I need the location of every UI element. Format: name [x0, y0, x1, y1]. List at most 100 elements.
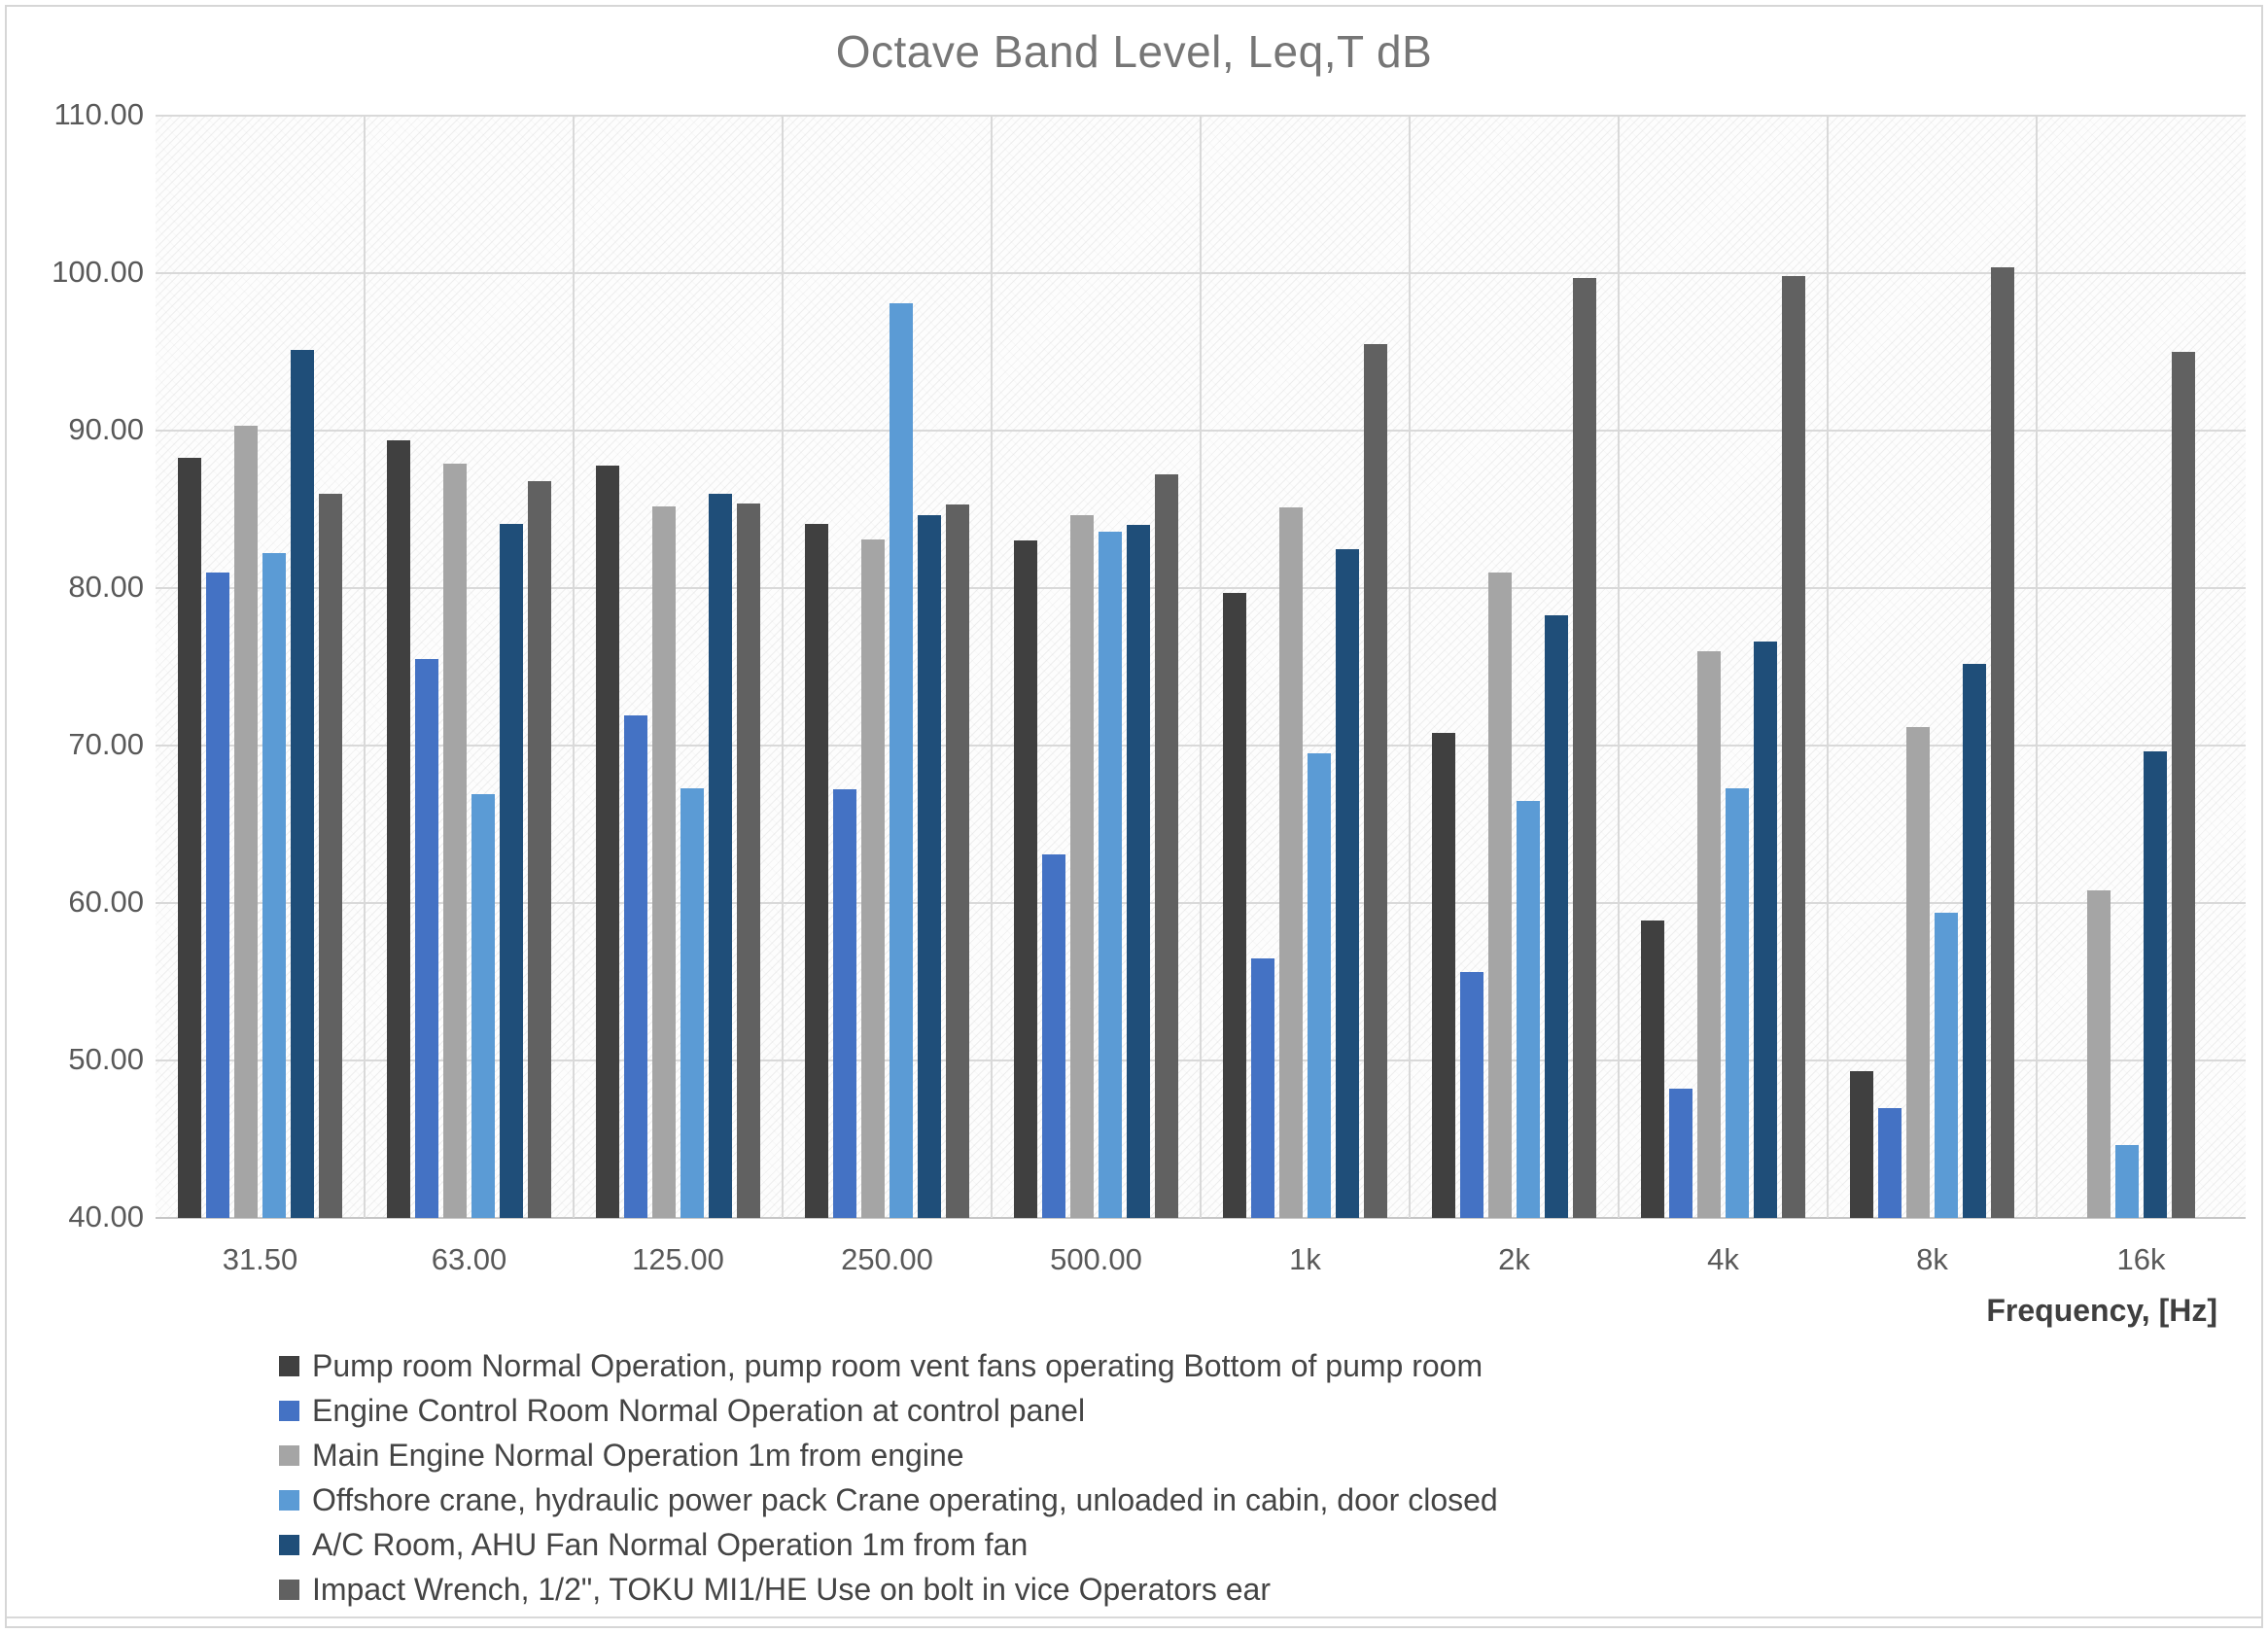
legend-label: Offshore crane, hydraulic power pack Cra…: [312, 1481, 1498, 1517]
legend-label: A/C Room, AHU Fan Normal Operation 1m fr…: [312, 1526, 1029, 1562]
gridline-x: [2036, 116, 2038, 1218]
bar-series3-16k: [2087, 890, 2111, 1218]
legend-swatch: [279, 1579, 299, 1600]
bar-series5-1k: [1336, 548, 1359, 1218]
x-axis-tick-label: 1k: [1289, 1242, 1321, 1276]
bar-series3-2k: [1488, 572, 1512, 1218]
bar-series1-2k: [1432, 733, 1455, 1218]
bar-series2-8k: [1878, 1107, 1902, 1218]
x-axis-tick-label: 63.00: [431, 1242, 507, 1276]
bar-series3-8k: [1906, 726, 1930, 1218]
x-axis-title: Frequency, [Hz]: [1986, 1293, 2217, 1328]
x-axis-tick-label: 31.50: [222, 1242, 298, 1276]
bar-series1-125.00: [596, 465, 619, 1218]
bar-series6-63.00: [528, 480, 551, 1218]
y-axis-tick-label: 60.00: [68, 885, 144, 919]
legend-label: Engine Control Room Normal Operation at …: [312, 1392, 1086, 1428]
bar-group-250.00: [783, 116, 992, 1218]
bar-series3-1k: [1279, 507, 1303, 1218]
bar-group-125.00: [574, 116, 783, 1218]
chart-title: Octave Band Level, Leq,T dB: [835, 26, 1433, 77]
bar-series3-63.00: [443, 464, 467, 1218]
bar-series4-250.00: [890, 302, 913, 1218]
bar-series6-125.00: [737, 503, 760, 1218]
bar-series4-500.00: [1099, 531, 1122, 1218]
legend-item-4: Offshore crane, hydraulic power pack Cra…: [279, 1480, 1498, 1519]
bar-series3-250.00: [861, 539, 885, 1218]
bar-series2-31.50: [206, 572, 229, 1218]
gridline-x: [364, 116, 366, 1218]
legend-swatch: [279, 1355, 299, 1376]
y-axis-tick-label: 90.00: [68, 412, 144, 446]
gridline-x: [1409, 116, 1411, 1218]
x-axis-tick-label: 500.00: [1050, 1242, 1142, 1276]
bar-series6-4k: [1782, 276, 1805, 1218]
legend-item-1: Pump room Normal Operation, pump room ve…: [279, 1346, 1483, 1385]
y-axis-tick-label: 50.00: [68, 1042, 144, 1076]
bar-series6-1k: [1364, 343, 1387, 1218]
gridline-y: [156, 1217, 2246, 1219]
bar-series5-500.00: [1127, 525, 1150, 1218]
bar-series4-4k: [1726, 787, 1749, 1218]
bar-group-2k: [1410, 116, 1619, 1218]
bar-series5-8k: [1963, 663, 1986, 1218]
bar-series1-63.00: [387, 439, 410, 1218]
bar-series6-2k: [1573, 277, 1596, 1218]
bar-series2-63.00: [415, 658, 438, 1218]
x-axis-tick-label: 8k: [1916, 1242, 1948, 1276]
bar-series2-125.00: [624, 715, 647, 1218]
bar-series4-16k: [2115, 1145, 2139, 1218]
legend-swatch: [279, 1534, 299, 1555]
bar-group-500.00: [992, 116, 1201, 1218]
bar-series5-2k: [1545, 614, 1568, 1218]
legend-swatch: [279, 1400, 299, 1421]
gridline-x: [1827, 116, 1829, 1218]
bar-series5-4k: [1754, 642, 1777, 1218]
y-axis-tick-label: 110.00: [53, 97, 144, 131]
bar-series1-8k: [1850, 1071, 1873, 1218]
bar-series2-250.00: [833, 789, 856, 1218]
bar-series4-63.00: [471, 794, 495, 1218]
legend-item-3: Main Engine Normal Operation 1m from eng…: [279, 1436, 964, 1475]
bar-series1-1k: [1223, 592, 1246, 1218]
bar-series4-8k: [1935, 912, 1958, 1218]
bar-series2-1k: [1251, 957, 1274, 1218]
legend-item-6: Impact Wrench, 1/2", TOKU MI1/HE Use on …: [279, 1570, 1271, 1609]
gridline-x: [991, 116, 993, 1218]
bar-series6-8k: [1991, 266, 2014, 1218]
bar-series3-4k: [1697, 650, 1721, 1218]
legend-label: Pump room Normal Operation, pump room ve…: [312, 1347, 1483, 1383]
bar-series1-31.50: [178, 457, 201, 1218]
bar-series4-1k: [1308, 753, 1331, 1218]
chart-bottom-divider: [7, 1616, 2261, 1618]
bar-series1-250.00: [805, 523, 828, 1218]
bar-group-31.50: [156, 116, 365, 1218]
x-axis-tick-label: 16k: [2116, 1242, 2166, 1276]
bar-series3-500.00: [1070, 515, 1094, 1218]
bar-series1-500.00: [1014, 540, 1037, 1218]
bar-series6-31.50: [319, 493, 342, 1218]
y-axis-tick-label: 80.00: [68, 570, 144, 604]
bar-series3-31.50: [234, 426, 258, 1218]
gridline-x: [1618, 116, 1620, 1218]
legend-swatch: [279, 1489, 299, 1511]
gridline-x: [1200, 116, 1202, 1218]
x-axis-tick-label: 2k: [1498, 1242, 1530, 1276]
bar-series2-2k: [1460, 972, 1483, 1218]
bar-series5-250.00: [918, 515, 941, 1218]
legend-item-2: Engine Control Room Normal Operation at …: [279, 1391, 1085, 1430]
bar-series6-500.00: [1155, 474, 1178, 1218]
gridline-x: [573, 116, 575, 1218]
bar-series6-250.00: [946, 504, 969, 1218]
bar-series2-4k: [1669, 1089, 1692, 1218]
bar-group-8k: [1828, 116, 2037, 1218]
bar-series4-125.00: [680, 787, 704, 1218]
bar-series4-31.50: [262, 553, 286, 1218]
x-axis-tick-label: 125.00: [632, 1242, 724, 1276]
x-axis-tick-label: 4k: [1707, 1242, 1739, 1276]
bar-group-16k: [2037, 116, 2246, 1218]
bar-series2-500.00: [1042, 853, 1065, 1218]
bar-series5-63.00: [500, 523, 523, 1218]
bar-series4-2k: [1517, 800, 1540, 1218]
